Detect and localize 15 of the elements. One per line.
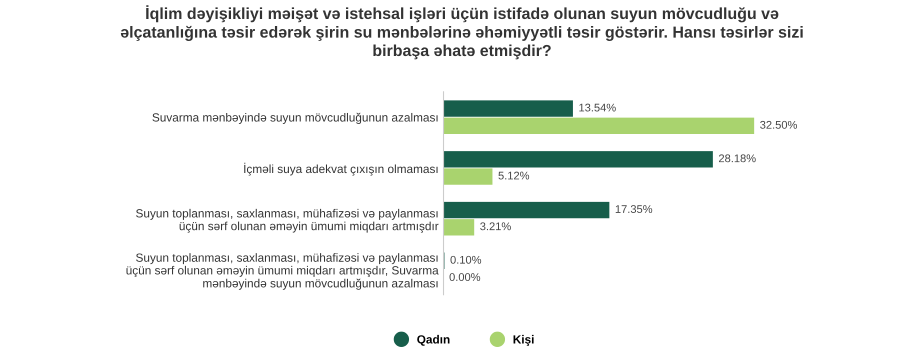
data-label: 32.50% <box>760 120 798 129</box>
data-label: 3.21% <box>480 222 511 230</box>
data-label: 17.35% <box>616 205 652 213</box>
y-tick-label: Suyun toplanması, saxlanması, mühafizəsi və paylanması üçün sərf olunan əməyin ümumi miqdarı artmışdır, Suvarma mənbəyində suyun mövcudluğunun azalması <box>126 253 439 290</box>
data-label: 0.10% <box>450 256 482 264</box>
data-label: 13.54% <box>579 104 616 112</box>
y-tick-label: İçməli suya adekvat çıxışın olmaması <box>244 162 438 176</box>
y-tick-label: Suvarma mənbəyində suyun mövcudluğunun azalması <box>152 112 438 124</box>
data-label: 0.00% <box>450 273 480 281</box>
data-label: 5.12% <box>498 172 530 180</box>
chart-title: İqlim dəyişikliyi məişət və istehsal işləri üçün istifadə olunan suyun mövcudluğu və əlçatanlığına təsir edərək şirin su mənbələrinə əhəmiyyətli təsir göstərir. Hansı təsirlər sizi birbaşa əhatə etmişdir? <box>120 5 803 60</box>
legend-label: Qadın <box>417 334 450 346</box>
legend-label: Kişi <box>514 334 534 346</box>
y-tick-label: Suyun toplanması, saxlanması, mühafizəsi və paylanması üçün sərf olunan əməyin ümumi miqdarı artmışdır <box>136 208 438 233</box>
data-label: 28.18% <box>718 154 756 162</box>
